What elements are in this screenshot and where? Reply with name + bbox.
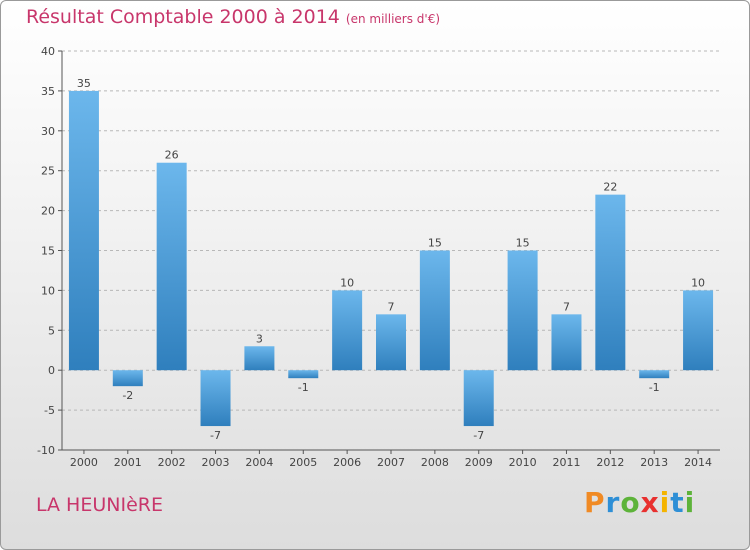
x-tick-label: 2001	[114, 456, 142, 469]
data-label: 22	[603, 181, 617, 194]
logo-letter: x	[640, 486, 660, 519]
x-tick-label: 2013	[640, 456, 668, 469]
logo-letter: o	[620, 486, 641, 519]
x-tick-label: 2006	[333, 456, 361, 469]
logo-letter: i	[659, 486, 671, 519]
data-label: 35	[77, 77, 91, 90]
y-tick-label: -10	[37, 444, 55, 457]
bar	[288, 370, 319, 379]
x-tick-label: 2008	[421, 456, 449, 469]
chart-title: Résultat Comptable 2000 à 2014 (en millie…	[26, 6, 440, 28]
y-tick-label: 10	[41, 284, 55, 297]
x-tick-label: 2010	[509, 456, 537, 469]
bar	[463, 370, 494, 427]
y-tick-label: 0	[48, 364, 55, 377]
data-label: -1	[298, 381, 309, 394]
x-tick-label: 2004	[245, 456, 273, 469]
chart-title-text: Résultat Comptable 2000 à 2014	[26, 6, 340, 28]
proxiti-logo: Proxiti	[584, 486, 695, 519]
x-tick-label: 2007	[377, 456, 405, 469]
x-tick-label: 2012	[596, 456, 624, 469]
logo-letter: P	[584, 486, 606, 519]
y-tick-label: 20	[41, 205, 55, 218]
y-tick-label: 15	[41, 245, 55, 258]
x-tick-label: 2014	[684, 456, 712, 469]
logo-letter: r	[605, 486, 621, 519]
bar	[639, 370, 670, 379]
bar	[419, 250, 450, 371]
data-label: -7	[210, 429, 221, 442]
data-label: 3	[256, 332, 263, 345]
data-label: -1	[649, 381, 660, 394]
commune-name: LA HEUNIèRE	[36, 494, 163, 516]
data-label: 15	[428, 237, 442, 250]
bar	[332, 290, 363, 371]
bar	[68, 90, 99, 371]
bar	[244, 346, 275, 371]
bar	[595, 194, 626, 371]
y-tick-label: 5	[48, 324, 55, 337]
x-tick-label: 2005	[289, 456, 317, 469]
logo-letter: i	[684, 486, 696, 519]
bar	[200, 370, 231, 427]
data-label: -2	[122, 389, 133, 402]
y-tick-label: 25	[41, 165, 55, 178]
bar	[376, 314, 406, 371]
y-tick-label: -5	[44, 404, 55, 417]
data-label: 7	[563, 300, 570, 313]
data-label: -7	[473, 429, 484, 442]
y-tick-label: 30	[41, 125, 55, 138]
data-label: 15	[516, 237, 530, 250]
logo-letter: t	[670, 486, 685, 519]
y-tick-label: 40	[41, 45, 55, 58]
x-tick-label: 2000	[70, 456, 98, 469]
bar	[156, 162, 187, 371]
bar	[112, 370, 143, 387]
bar	[507, 250, 538, 371]
data-label: 26	[165, 149, 179, 162]
chart-subtitle: (en milliers d'€)	[345, 12, 441, 26]
data-label: 10	[691, 276, 705, 289]
x-tick-label: 2009	[465, 456, 493, 469]
data-label: 10	[340, 276, 354, 289]
x-tick-label: 2002	[158, 456, 186, 469]
bar	[683, 290, 714, 371]
data-label: 7	[388, 300, 395, 313]
x-tick-label: 2011	[552, 456, 580, 469]
y-tick-label: 35	[41, 85, 55, 98]
x-tick-label: 2003	[202, 456, 230, 469]
bar	[551, 314, 582, 371]
